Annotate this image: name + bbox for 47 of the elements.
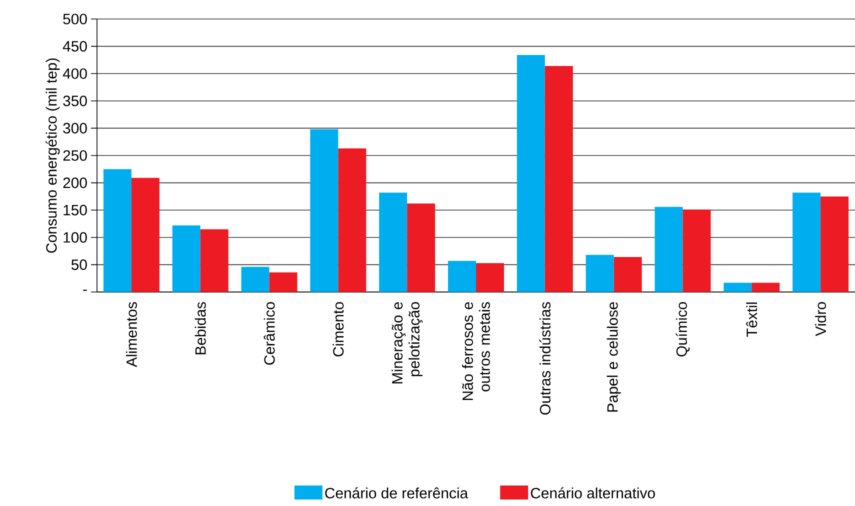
bar	[614, 257, 642, 292]
x-tick-label: Alimentos	[126, 302, 137, 368]
y-tick-label: 400	[62, 68, 87, 79]
bar	[269, 272, 298, 292]
y-axis-title: Consumo energético (mil tep)	[46, 58, 60, 253]
bar	[338, 148, 366, 292]
bar	[379, 192, 408, 292]
x-tick-label: Têxtil	[746, 302, 758, 337]
y-tick-label: 100	[64, 232, 87, 243]
bar	[654, 206, 683, 292]
bar	[131, 178, 160, 292]
legend-label: Cenário de referência	[325, 487, 468, 498]
bar	[752, 282, 780, 292]
bar	[172, 225, 200, 292]
x-tick-label: Bebidas	[194, 302, 206, 354]
bar	[310, 129, 338, 292]
x-tick-label: Papel e celulose	[606, 302, 621, 412]
bar	[516, 55, 545, 292]
bar	[476, 263, 504, 292]
y-tick-label: 300	[63, 122, 87, 134]
y-tick-label: -	[83, 290, 87, 291]
x-tick-label: Mineração e pelotização	[392, 302, 423, 384]
legend-label: Cenário alternativo	[530, 487, 655, 498]
y-tick-label: 500	[63, 14, 87, 24]
y-tick-label: 250	[63, 150, 87, 161]
x-tick-label: Cerâmico	[264, 302, 275, 365]
y-tick-label: 50	[71, 259, 87, 270]
bar	[241, 266, 270, 292]
y-tick-label: 150	[64, 204, 87, 216]
bar	[407, 204, 436, 292]
y-tick-label: 450	[62, 41, 87, 52]
bar	[103, 169, 132, 292]
bar	[682, 210, 711, 292]
x-tick-label: Químico	[676, 302, 690, 356]
y-tick-label: 350	[63, 96, 87, 106]
bar	[544, 66, 573, 292]
bar	[724, 282, 752, 292]
bar	[448, 260, 476, 292]
bar	[820, 196, 849, 292]
x-tick-label: Não ferrosos e outros metais	[462, 302, 490, 400]
y-tick-label: 200	[63, 178, 87, 188]
bar	[792, 192, 821, 292]
bar	[586, 254, 614, 292]
x-tick-label: Outras indústrias	[539, 302, 550, 415]
x-tick-label: Vidro	[815, 302, 826, 336]
x-tick-label: Cimento	[332, 302, 344, 356]
bar	[200, 229, 228, 292]
